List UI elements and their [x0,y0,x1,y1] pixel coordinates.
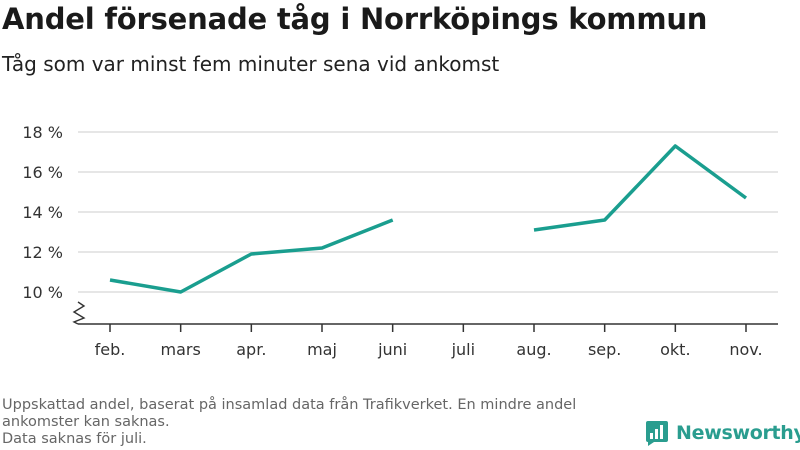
y-tick-label: 16 % [22,163,63,182]
chart-title: Andel försenade tåg i Norrköpings kommun [2,2,708,36]
y-axis-tick-labels: 10 % 12 % 14 % 16 % 18 % [22,123,63,302]
x-tick-label: sep. [588,340,621,359]
line-chart: 10 % 12 % 14 % 16 % 18 % feb. mars apr. maj juni… [22,123,778,359]
y-tick-label: 10 % [22,283,63,302]
x-tick-label: aug. [516,340,551,359]
footnote-line-3: Data saknas för juli. [2,431,147,447]
series-line-segment [533,144,748,232]
x-tick-label: feb. [95,340,126,359]
y-tick-label: 18 % [22,123,63,142]
newsworthy-logo-icon [646,421,668,446]
x-axis [72,301,778,332]
footnote: Uppskattad andel, baserat på insamlad da… [2,397,642,448]
footnote-line-2: ankomster kan saknas. [2,414,170,430]
footnote-line-1: Uppskattad andel, baserat på insamlad da… [2,397,577,413]
y-tick-label: 14 % [22,203,63,222]
x-tick-label: okt. [660,340,690,359]
y-tick-label: 12 % [22,243,63,262]
chart-subtitle: Tåg som var minst fem minuter sena vid a… [2,52,500,76]
gridlines [78,131,778,293]
y-axis-break-mark [72,301,86,325]
brand-name: Newsworthy [676,422,800,444]
brand-logo: Newsworthy [645,419,800,447]
x-tick-label: juni [377,340,407,359]
x-axis-tick-labels: feb. mars apr. maj juni juli aug. sep. okt. nov. [95,340,763,359]
x-tick-label: mars [161,340,201,359]
series-lines [109,144,748,294]
x-tick-label: maj [307,340,337,359]
x-tick-label: juli [451,340,475,359]
x-tick-label: apr. [236,340,266,359]
series-line-segment [109,218,394,294]
x-tick-label: nov. [729,340,762,359]
